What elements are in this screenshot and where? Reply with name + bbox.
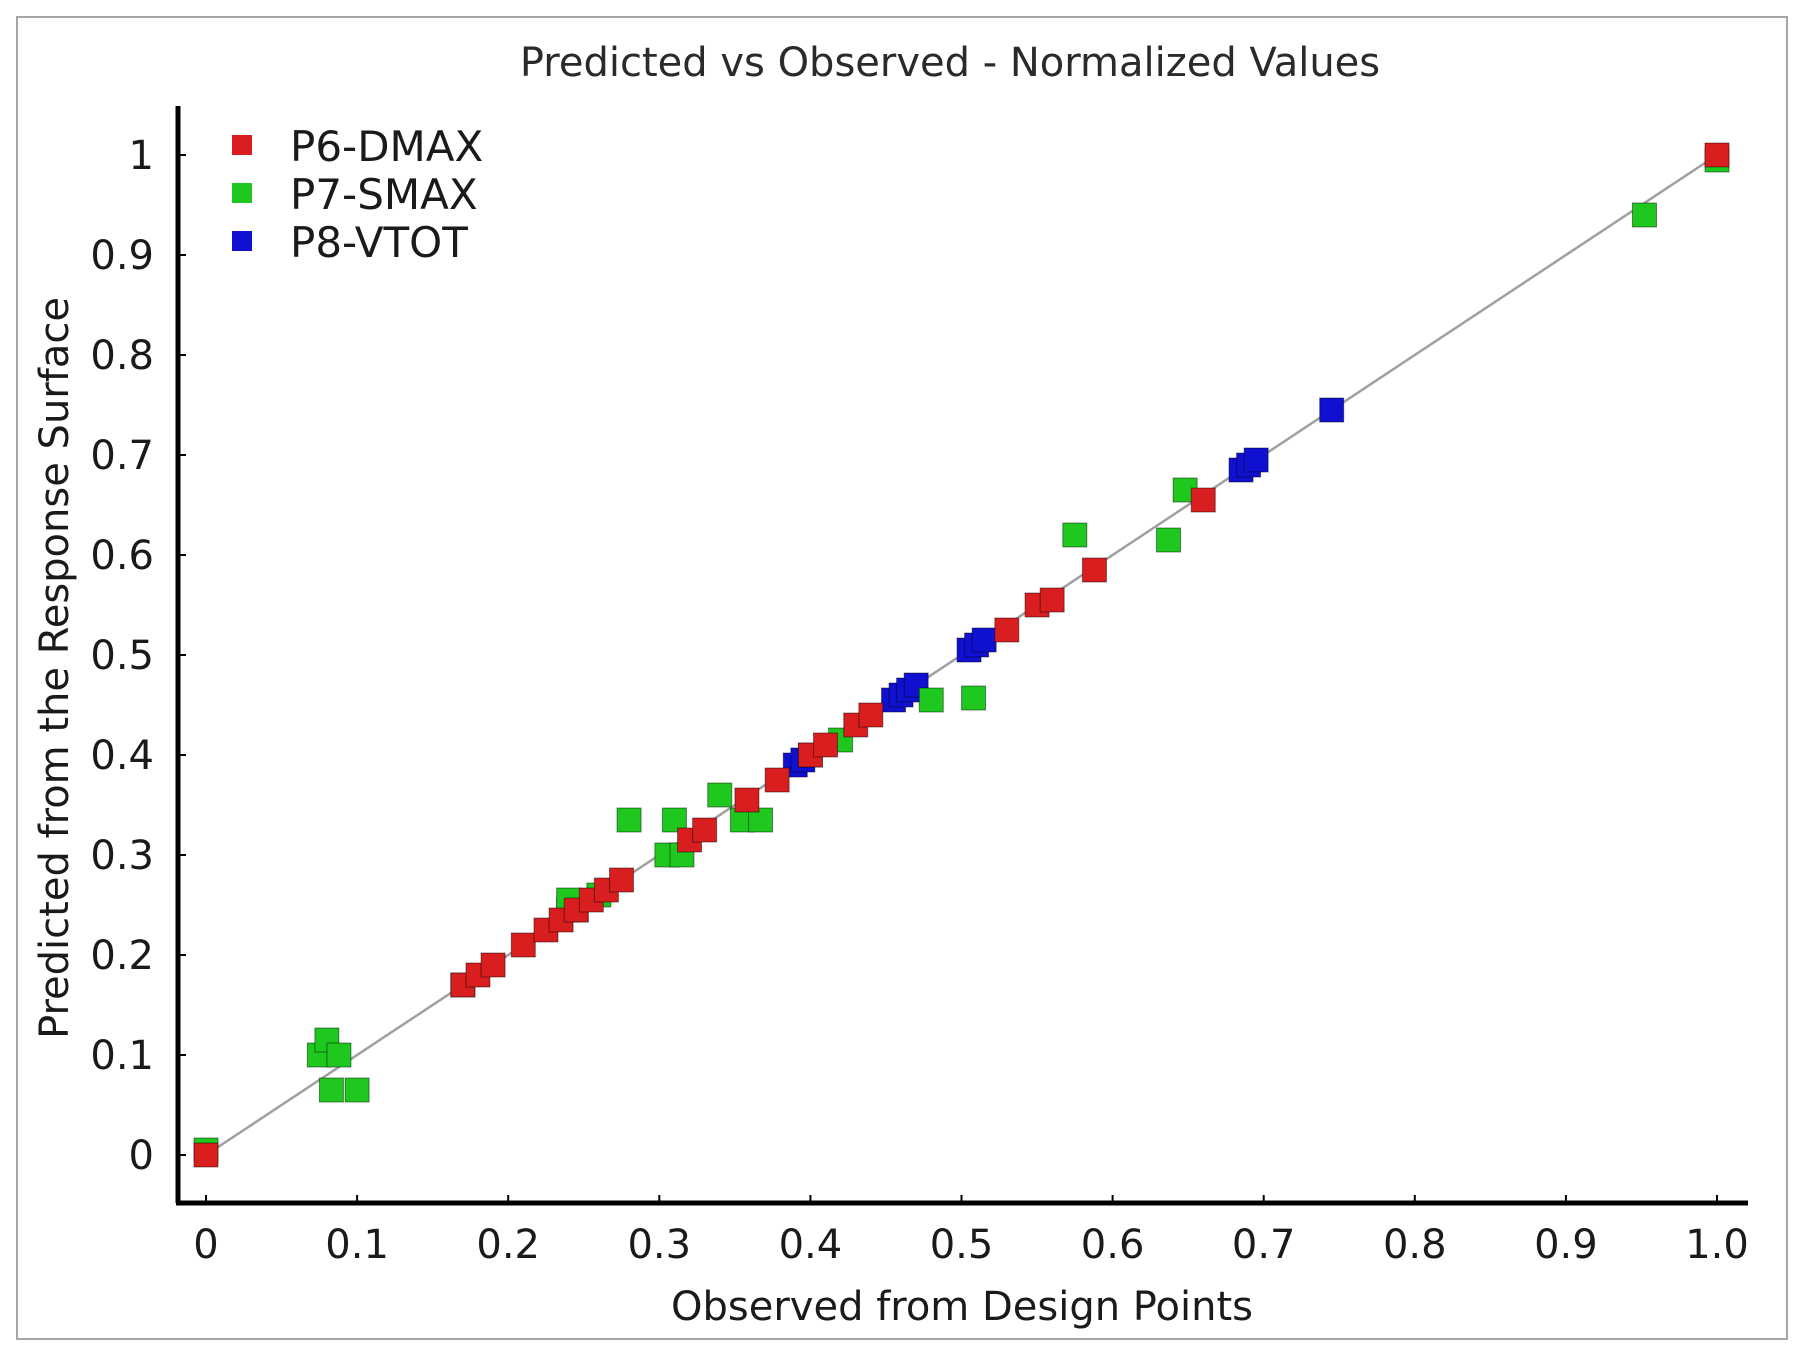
point-p7-smax: [318, 1077, 344, 1103]
x-axis-label: Observed from Design Points: [671, 1284, 1253, 1330]
point-p7-smax: [344, 1077, 370, 1103]
point-p7-smax: [616, 807, 642, 833]
y-tick-label: 0.1: [90, 1033, 154, 1079]
point-p6-dmax: [994, 617, 1020, 643]
chart-title: Predicted vs Observed - Normalized Value…: [520, 40, 1380, 86]
point-p7-smax: [918, 687, 944, 713]
point-p8-vtot: [1319, 397, 1345, 423]
point-p6-dmax: [193, 1142, 219, 1168]
chart-frame: [16, 16, 1788, 1340]
point-p6-dmax: [764, 767, 790, 793]
y-tick-label: 0.4: [90, 733, 154, 779]
y-tick-label: 1: [129, 133, 154, 179]
point-p6-dmax: [510, 932, 536, 958]
x-tick-label: 0.4: [779, 1222, 843, 1268]
point-p6-dmax: [1039, 587, 1065, 613]
point-p7-smax: [961, 685, 987, 711]
x-tick-label: 0.9: [1534, 1222, 1598, 1268]
point-p6-dmax: [692, 817, 718, 843]
point-p6-dmax: [1081, 557, 1107, 583]
y-tick-label: 0: [129, 1133, 154, 1179]
y-tick-label: 0.5: [90, 633, 154, 679]
x-tick-label: 0.7: [1232, 1222, 1296, 1268]
x-tick-label: 0.2: [476, 1222, 540, 1268]
y-axis-label: Predicted from the Response Surface: [32, 297, 78, 1039]
x-tick-label: 0.6: [1081, 1222, 1145, 1268]
y-tick-label: 0.7: [90, 433, 154, 479]
point-p7-smax: [1631, 202, 1657, 228]
y-tick-label: 0.8: [90, 333, 154, 379]
legend-label-p8-vtot: P8-VTOT: [290, 218, 468, 267]
y-tick-label: 0.2: [90, 933, 154, 979]
legend-swatch-p8-vtot: [232, 231, 252, 251]
legend-swatch-p7-smax: [232, 183, 252, 203]
x-tick-label: 0.5: [930, 1222, 994, 1268]
y-tick-label: 0.9: [90, 233, 154, 279]
point-p6-dmax: [609, 867, 635, 893]
point-p7-smax: [326, 1042, 352, 1068]
point-p6-dmax: [1190, 487, 1216, 513]
point-p8-vtot: [1243, 447, 1269, 473]
y-tick-label: 0.6: [90, 533, 154, 579]
point-p7-smax: [707, 782, 733, 808]
y-tick-label: 0.3: [90, 833, 154, 879]
legend-swatch-p6-dmax: [232, 135, 252, 155]
x-tick-label: 0.3: [627, 1222, 691, 1268]
point-p6-dmax: [858, 702, 884, 728]
x-tick-label: 0: [193, 1222, 218, 1268]
point-p6-dmax: [813, 732, 839, 758]
point-p8-vtot: [903, 672, 929, 698]
point-p6-dmax: [1704, 142, 1730, 168]
x-tick-labels: 0 0.1 0.2 0.3 0.4 0.5 0.6 0.7 0.8 0.9 1.0: [193, 1195, 1749, 1268]
x-tick-label: 0.8: [1383, 1222, 1447, 1268]
point-p7-smax: [1156, 527, 1182, 553]
point-p6-dmax: [480, 952, 506, 978]
legend-label-p6-dmax: P6-DMAX: [290, 122, 483, 171]
x-tick-label: 1.0: [1685, 1222, 1749, 1268]
x-tick-label: 0.1: [325, 1222, 389, 1268]
point-p8-vtot: [971, 627, 997, 653]
data-points-layer: [193, 142, 1730, 1168]
legend-label-p7-smax: P7-SMAX: [290, 170, 478, 219]
point-p7-smax: [1062, 522, 1088, 548]
y-tick-labels: 0 0.1 0.2 0.3 0.4 0.5 0.6 0.7 0.8 0.9 1: [90, 133, 186, 1179]
point-p6-dmax: [734, 787, 760, 813]
